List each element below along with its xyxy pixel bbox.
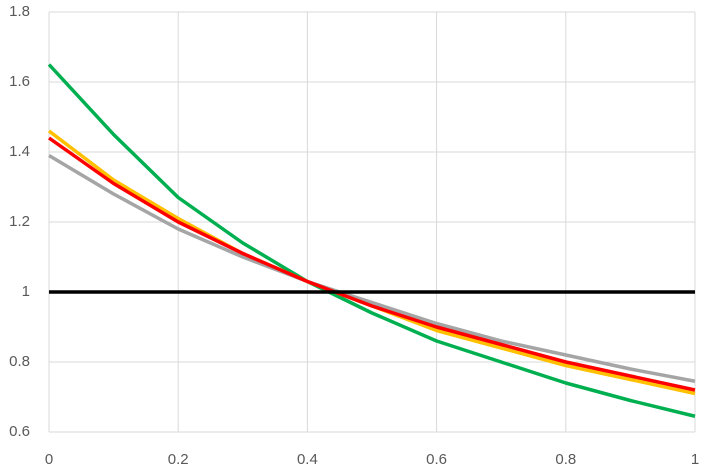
x-tick-label: 0: [45, 451, 53, 468]
series-line: [47, 136, 696, 392]
x-tick-label: 0.2: [168, 451, 189, 468]
y-tick-label: 1.8: [9, 3, 30, 20]
y-tick-label: 1.6: [9, 73, 30, 90]
x-tick-label: 0.6: [426, 451, 447, 468]
series-line: [48, 153, 696, 383]
y-tick-label: 1.4: [9, 143, 30, 160]
x-tick-label: 0.4: [297, 451, 318, 468]
series-line: [47, 63, 696, 418]
y-tick-label: 0.8: [9, 353, 30, 370]
y-tick-label: 1.2: [9, 213, 30, 230]
series-line: [47, 129, 696, 396]
x-tick-label: 1: [691, 451, 699, 468]
y-tick-label: 0.6: [9, 423, 30, 440]
x-tick-label: 0.8: [555, 451, 576, 468]
y-tick-label: 1: [22, 283, 30, 300]
